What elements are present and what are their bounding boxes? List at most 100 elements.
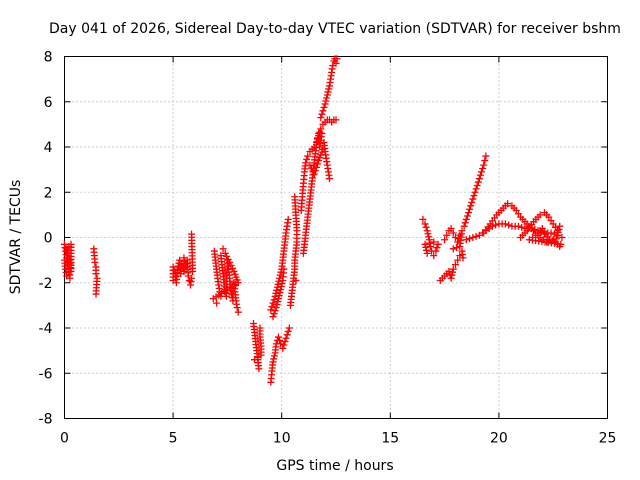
data-point (304, 152, 312, 160)
data-point (470, 192, 478, 200)
y-tick-label: 8 (44, 50, 53, 66)
data-point (447, 274, 455, 282)
data-point (531, 226, 539, 234)
data-point (473, 181, 481, 189)
data-point (219, 245, 227, 253)
data-point (276, 336, 284, 344)
data-point (423, 227, 431, 235)
series-arc-e1 (419, 215, 442, 260)
data-point (426, 243, 434, 251)
data-point (332, 59, 340, 67)
data-point (462, 236, 470, 244)
data-point (189, 267, 197, 275)
data-point (468, 198, 476, 206)
data-point (553, 232, 561, 240)
data-point (474, 178, 482, 186)
data-point (461, 219, 469, 227)
data-point (454, 256, 462, 264)
data-point (284, 327, 292, 335)
x-tick-label: 20 (490, 431, 508, 447)
data-point (316, 143, 324, 151)
data-point (251, 356, 259, 364)
data-point (448, 271, 456, 279)
data-point (277, 286, 285, 294)
data-point (169, 263, 177, 271)
chart-title: Day 041 of 2026, Sidereal Day-to-day VTE… (49, 21, 621, 37)
data-point (284, 215, 292, 223)
x-tick-label: 0 (60, 431, 69, 447)
data-point (463, 212, 471, 220)
data-point (277, 340, 285, 348)
data-point (481, 157, 489, 165)
data-point (272, 304, 280, 312)
data-point (314, 160, 322, 168)
data-point (430, 238, 438, 246)
series-arc-a1 (61, 240, 75, 282)
x-tick-label: 10 (273, 431, 291, 447)
x-tick-label: 15 (381, 431, 399, 447)
y-tick-label: -2 (39, 276, 53, 292)
data-point (255, 365, 263, 373)
data-point (325, 175, 333, 183)
data-point (447, 224, 455, 232)
data-point (291, 193, 299, 201)
data-point (306, 161, 314, 169)
y-tick-label: -8 (39, 412, 53, 428)
data-point (556, 222, 564, 230)
data-point (320, 103, 328, 111)
y-tick-label: 0 (44, 231, 53, 247)
data-point (275, 292, 283, 300)
y-tick-label: 6 (44, 95, 53, 111)
data-point (332, 116, 340, 124)
data-point (307, 164, 315, 172)
data-point (480, 161, 488, 169)
data-point (228, 264, 236, 272)
data-point (278, 280, 286, 288)
data-point (471, 188, 479, 196)
data-point (492, 221, 500, 229)
data-point (422, 223, 430, 231)
data-point (479, 164, 487, 172)
y-tick-label: -4 (39, 321, 53, 337)
data-point (280, 265, 288, 273)
data-point (282, 334, 290, 342)
data-point (425, 239, 433, 247)
data-point (460, 222, 468, 230)
data-point (333, 55, 341, 63)
series-arc-b1 (169, 230, 197, 289)
data-point (324, 88, 332, 96)
data-point (234, 308, 242, 316)
data-point (421, 220, 429, 228)
data-point (274, 298, 282, 306)
data-point (270, 310, 278, 318)
data-point (317, 125, 325, 133)
data-point (469, 195, 477, 203)
data-point (276, 289, 284, 297)
data-point (536, 211, 544, 219)
data-point (312, 138, 320, 146)
data-point (423, 246, 430, 254)
data-point (283, 331, 291, 339)
data-point (224, 255, 232, 263)
data-point (269, 299, 277, 307)
series-arc-d3 (286, 193, 301, 309)
data-point (269, 358, 277, 366)
data-point (233, 304, 241, 312)
data-point (449, 268, 457, 276)
data-point (223, 252, 231, 260)
data-point (221, 249, 229, 257)
data-point (449, 229, 457, 237)
data-point (270, 355, 278, 363)
data-point (451, 261, 459, 269)
series-arc-d1 (267, 324, 293, 386)
y-tick-label: -6 (39, 366, 53, 382)
data-points (61, 55, 566, 386)
data-point (475, 175, 483, 183)
series-arc-d2 (267, 215, 292, 321)
data-point (453, 244, 461, 252)
data-point (441, 236, 449, 244)
data-point (472, 232, 480, 240)
data-point (462, 215, 470, 223)
data-point (270, 352, 278, 360)
